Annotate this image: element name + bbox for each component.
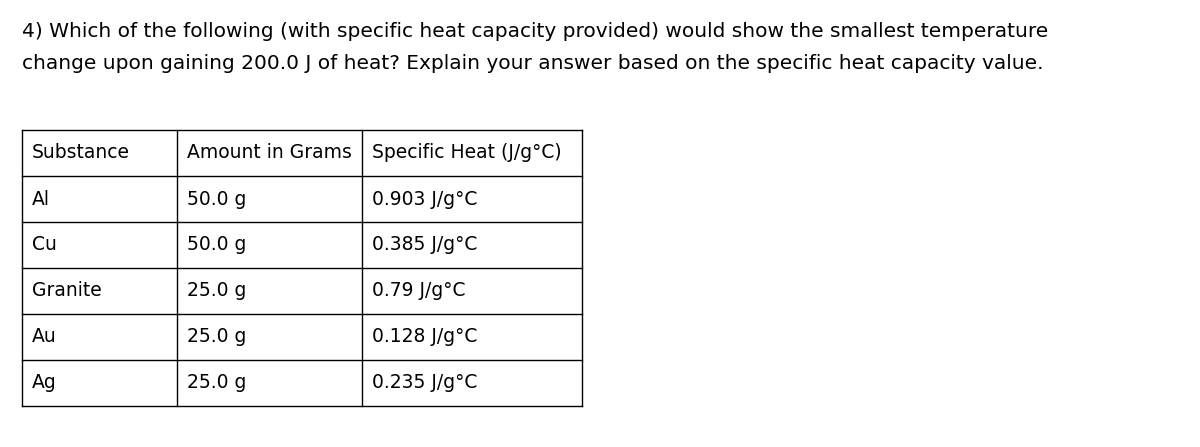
Text: 0.79 J/g°C: 0.79 J/g°C <box>372 282 466 300</box>
Text: 0.235 J/g°C: 0.235 J/g°C <box>372 374 478 392</box>
Text: 25.0 g: 25.0 g <box>187 374 246 392</box>
Text: Granite: Granite <box>32 282 102 300</box>
Text: 4) Which of the following (with specific heat capacity provided) would show the : 4) Which of the following (with specific… <box>22 22 1049 41</box>
Text: change upon gaining 200.0 J of heat? Explain your answer based on the specific h: change upon gaining 200.0 J of heat? Exp… <box>22 54 1044 73</box>
Text: 0.385 J/g°C: 0.385 J/g°C <box>372 236 478 254</box>
Text: Ag: Ag <box>32 374 56 392</box>
Text: Specific Heat (J/g°C): Specific Heat (J/g°C) <box>372 143 562 163</box>
Text: Substance: Substance <box>32 143 130 163</box>
Text: 0.128 J/g°C: 0.128 J/g°C <box>372 328 478 346</box>
Text: 50.0 g: 50.0 g <box>187 236 246 254</box>
Text: 50.0 g: 50.0 g <box>187 190 246 208</box>
Text: Au: Au <box>32 328 56 346</box>
Text: 0.903 J/g°C: 0.903 J/g°C <box>372 190 478 208</box>
Text: Cu: Cu <box>32 236 56 254</box>
Text: Al: Al <box>32 190 50 208</box>
Text: 25.0 g: 25.0 g <box>187 282 246 300</box>
Text: Amount in Grams: Amount in Grams <box>187 143 352 163</box>
Text: 25.0 g: 25.0 g <box>187 328 246 346</box>
